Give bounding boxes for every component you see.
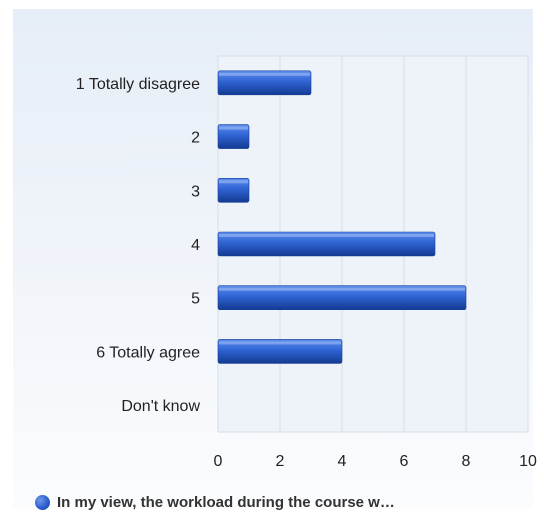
- bar: [217, 177, 250, 203]
- bar: [217, 124, 250, 149]
- bar-highlight: [219, 72, 310, 76]
- bar: [217, 231, 436, 257]
- x-tick-label: 10: [519, 453, 537, 470]
- category-label: 3: [191, 183, 200, 200]
- legend-swatch-icon: [35, 495, 50, 510]
- bar-highlight: [219, 234, 434, 237]
- category-label: 4: [191, 237, 200, 254]
- bar: [217, 339, 343, 364]
- category-label: 2: [191, 130, 200, 147]
- category-label: 1 Totally disagree: [76, 76, 200, 93]
- category-label: 5: [191, 291, 200, 308]
- legend: In my view, the workload during the cour…: [35, 494, 395, 511]
- x-tick-label: 6: [400, 453, 409, 470]
- bar: [217, 70, 312, 96]
- legend-label: In my view, the workload during the cour…: [57, 494, 395, 511]
- x-tick-label: 2: [276, 453, 285, 470]
- bar-highlight: [219, 341, 341, 345]
- bar-highlight: [219, 126, 248, 130]
- bar-highlight: [219, 180, 248, 184]
- x-tick-label: 8: [462, 453, 471, 470]
- category-label: Don't know: [121, 398, 200, 415]
- x-tick-label: 0: [214, 453, 223, 470]
- category-label: 6 Totally agree: [96, 344, 200, 361]
- bar: [217, 285, 467, 311]
- x-tick-label: 4: [338, 453, 347, 470]
- bar-highlight: [219, 287, 465, 291]
